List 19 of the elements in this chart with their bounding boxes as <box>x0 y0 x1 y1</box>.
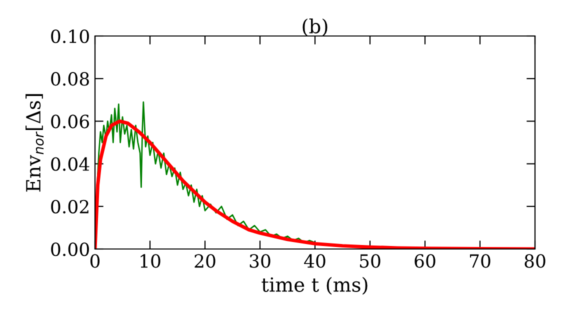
x-tick-label: 40 <box>304 254 326 268</box>
x-axis-title: time t (ms) <box>262 276 368 295</box>
chart-title: (b) <box>302 18 328 36</box>
y-tick-label: 0.00 <box>51 242 89 256</box>
line-series <box>95 101 316 244</box>
x-tick-label: 80 <box>524 254 546 268</box>
x-tick-label: 0 <box>90 254 100 268</box>
x-tick-label: 70 <box>470 254 490 268</box>
x-tick-label: 30 <box>250 254 270 268</box>
x-tick-label: 20 <box>194 254 216 268</box>
x-tick-label: 60 <box>414 254 436 268</box>
y-axis-title: Env$_{nor}$[Δs] <box>26 94 44 192</box>
x-tick-label: 50 <box>360 254 380 268</box>
y-tick-label: 0.10 <box>51 29 89 44</box>
y-tick-label: 0.04 <box>51 157 90 171</box>
y-tick-label: 0.08 <box>51 72 89 86</box>
y-tick-label: 0.02 <box>51 200 88 214</box>
x-tick-label: 10 <box>140 254 160 268</box>
y-tick-label: 0.06 <box>51 114 89 128</box>
